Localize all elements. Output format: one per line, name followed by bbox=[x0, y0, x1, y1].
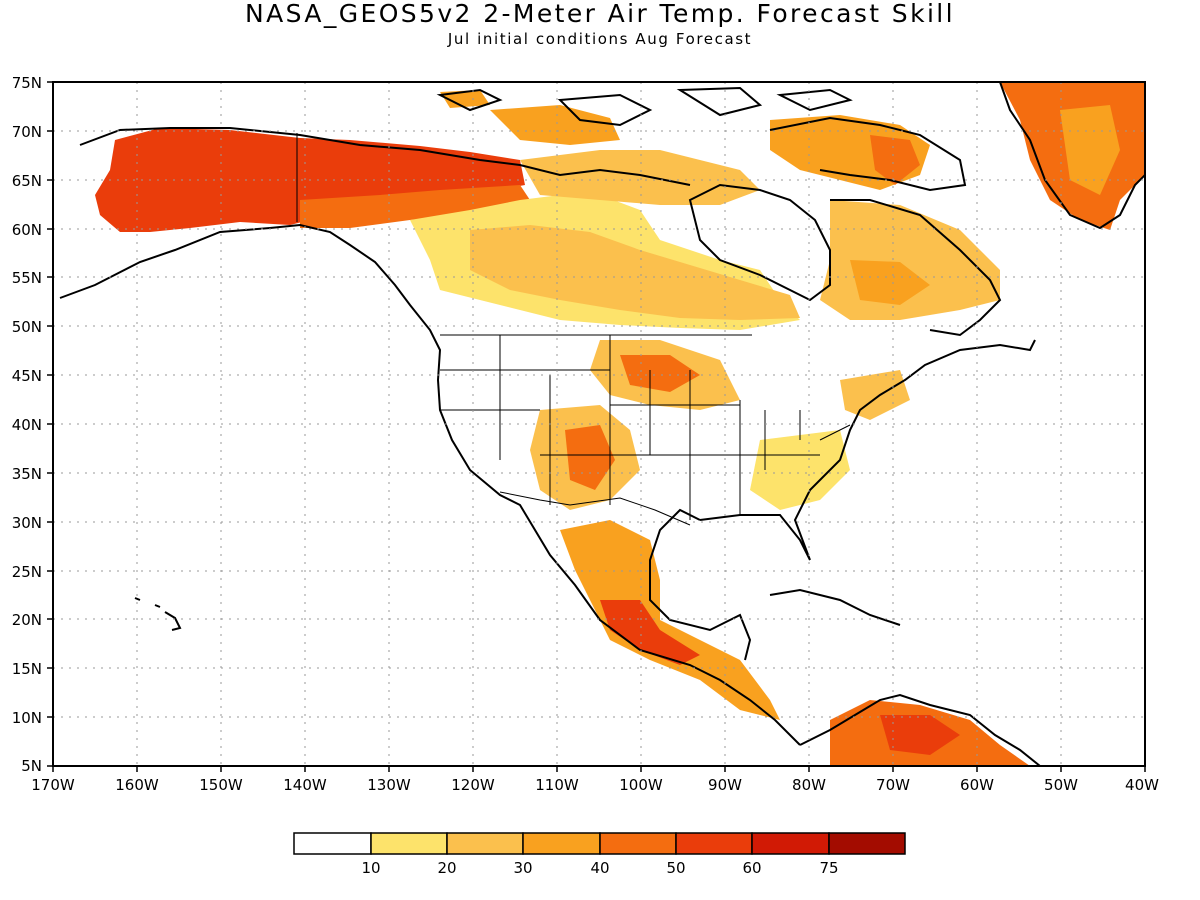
x-axis: 170W 160W 150W 140W 130W 120W 110W 100W … bbox=[31, 766, 1159, 794]
x-tick-label: 170W bbox=[31, 776, 75, 794]
colorbar-swatch bbox=[370, 832, 448, 855]
coastline-arctic-islands bbox=[436, 86, 853, 127]
coastline-mexico-gulf bbox=[649, 508, 752, 661]
skill-region-mexico bbox=[560, 520, 780, 720]
y-tick-label: 45N bbox=[12, 367, 42, 385]
colorbar-label: 75 bbox=[819, 859, 838, 877]
y-tick-label: 70N bbox=[12, 123, 42, 141]
x-tick-label: 110W bbox=[535, 776, 579, 794]
y-tick-label: 35N bbox=[12, 465, 42, 483]
coastline-hudson-bay bbox=[688, 183, 831, 302]
y-axis: 75N 70N 65N 60N 55N 50N 45N 40N 35N 30N … bbox=[12, 74, 53, 775]
map-subtitle: Jul initial conditions Aug Forecast bbox=[447, 30, 753, 48]
y-tick-label: 25N bbox=[12, 563, 42, 581]
x-tick-label: 50W bbox=[1044, 776, 1078, 794]
skill-region-southwest-core bbox=[565, 425, 615, 490]
colorbar-swatch bbox=[522, 832, 601, 855]
skill-region-quebec-core bbox=[850, 260, 930, 305]
border-us-mexico bbox=[499, 491, 691, 526]
coastline-greenland bbox=[999, 82, 1145, 230]
y-tick-label: 15N bbox=[12, 660, 42, 678]
colorbar: 10 20 30 40 50 60 75 bbox=[293, 832, 906, 877]
y-tick-label: 30N bbox=[12, 514, 42, 532]
colorbar-label: 50 bbox=[666, 859, 685, 877]
colorbar-swatch bbox=[599, 832, 677, 855]
colorbar-swatch bbox=[751, 832, 830, 855]
colorbar-swatch bbox=[446, 832, 524, 855]
coastline-us-east bbox=[699, 339, 1036, 561]
political-borders bbox=[296, 133, 851, 526]
graticule bbox=[53, 82, 1145, 766]
skill-region-south-america-core bbox=[880, 715, 960, 755]
y-tick-label: 65N bbox=[12, 172, 42, 190]
skill-region-baffin-core bbox=[870, 135, 920, 185]
x-tick-label: 100W bbox=[619, 776, 663, 794]
x-tick-label: 60W bbox=[960, 776, 994, 794]
x-tick-label: 40W bbox=[1125, 776, 1159, 794]
coastline-labrador bbox=[830, 199, 1002, 337]
colorbar-label: 10 bbox=[361, 859, 380, 877]
skill-region-us-plains-core bbox=[620, 355, 700, 392]
colorbar-swatch bbox=[675, 832, 753, 855]
skill-region-canada-arctic bbox=[520, 150, 760, 205]
map-title: NASA_GEOS5v2 2-Meter Air Temp. Forecast … bbox=[244, 0, 955, 28]
coastline-south-america bbox=[799, 693, 1041, 766]
colorbar-label: 60 bbox=[742, 859, 761, 877]
y-tick-label: 5N bbox=[21, 757, 42, 775]
y-tick-label: 55N bbox=[12, 269, 42, 287]
coastline-hawaii bbox=[134, 597, 182, 631]
x-tick-label: 80W bbox=[792, 776, 826, 794]
skill-region-greenland-inner bbox=[1060, 105, 1120, 195]
y-tick-label: 40N bbox=[12, 416, 42, 434]
skill-region-mexico-core bbox=[600, 600, 700, 665]
skill-region-northeast bbox=[840, 370, 910, 420]
y-tick-label: 20N bbox=[12, 611, 42, 629]
y-tick-label: 50N bbox=[12, 318, 42, 336]
x-tick-label: 150W bbox=[199, 776, 243, 794]
coastline-baffin bbox=[769, 116, 967, 192]
x-tick-label: 160W bbox=[115, 776, 159, 794]
skill-region-southeast bbox=[750, 430, 850, 510]
coastline-arctic bbox=[79, 127, 691, 186]
skill-region-canada-central bbox=[470, 225, 800, 320]
colorbar-label: 20 bbox=[437, 859, 456, 877]
border-us-states bbox=[440, 335, 851, 520]
x-tick-label: 140W bbox=[283, 776, 327, 794]
coastline-cuba bbox=[769, 588, 901, 626]
y-tick-label: 10N bbox=[12, 709, 42, 727]
x-tick-label: 90W bbox=[708, 776, 742, 794]
x-tick-label: 120W bbox=[451, 776, 495, 794]
colorbar-swatch bbox=[293, 832, 372, 855]
y-tick-label: 75N bbox=[12, 74, 42, 92]
x-tick-label: 70W bbox=[876, 776, 910, 794]
colorbar-label: 40 bbox=[590, 859, 609, 877]
skill-shading-layer bbox=[95, 82, 1145, 766]
colorbar-swatch bbox=[828, 832, 906, 855]
colorbar-label: 30 bbox=[513, 859, 532, 877]
y-tick-label: 60N bbox=[12, 221, 42, 239]
x-tick-label: 130W bbox=[367, 776, 411, 794]
